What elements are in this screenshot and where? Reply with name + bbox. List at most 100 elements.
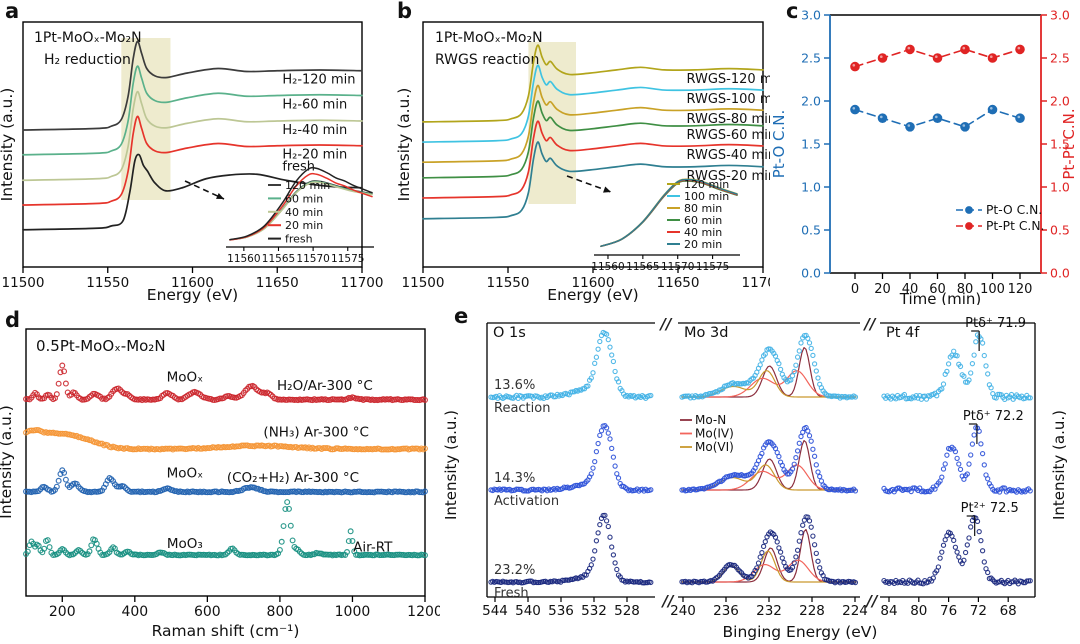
x-tick-label: 536 [548, 603, 574, 619]
scatter-point [603, 425, 610, 431]
scatter-point [280, 523, 287, 530]
scatter-point [333, 396, 340, 403]
scatter-point [287, 396, 294, 403]
x-tick-label: 600 [194, 604, 221, 620]
scatter-point [289, 537, 296, 544]
scatter-point [793, 454, 799, 461]
scatter-point [810, 352, 816, 359]
data-point-highlight [1017, 115, 1021, 119]
spectrum-curve [22, 40, 363, 131]
data-point-highlight [907, 46, 911, 50]
legend-label: 120 min [684, 178, 729, 191]
column-title: O 1s [493, 325, 526, 341]
scatter-point [585, 383, 591, 389]
data-point [850, 104, 860, 115]
scatter-point [202, 551, 209, 558]
x-tick-label: 11650 [657, 275, 700, 291]
row-percentage: 23.2% [494, 563, 535, 578]
x-tick-label: 11550 [487, 275, 530, 291]
panel-letter: c [786, 0, 798, 23]
scatter-point [648, 579, 654, 586]
spectrum-curve [22, 65, 363, 156]
scatter-point [115, 483, 122, 490]
x-tick-label: 532 [581, 603, 607, 619]
scatter-point [939, 474, 945, 480]
scatter-point [968, 452, 974, 458]
scatter-point [592, 548, 598, 554]
y-axis-label-left: Pt-O C.N. [770, 110, 788, 179]
scatter-point [805, 335, 811, 342]
scatter-point [238, 442, 245, 449]
y-tick-label-left: 2.0 [801, 94, 821, 109]
inset-tick-label: 11570 [661, 261, 694, 273]
scatter-point [387, 552, 394, 559]
scatter-point [52, 430, 58, 437]
scatter-point [62, 380, 69, 387]
scatter-point [391, 488, 398, 495]
scatter-point [988, 385, 994, 391]
scatter-point [595, 440, 601, 447]
scatter-point [378, 446, 385, 453]
data-point [905, 122, 915, 132]
panel-c-coordination-numbers: 0.0 0.0 0.5 0.5 1.0 1.0 1.5 1.5 2.0 2.0 2.5 2.5 3.0 3… [770, 0, 1078, 305]
row-percentage: 13.6% [494, 378, 535, 393]
scatter-point [286, 505, 292, 512]
scatter-point [233, 443, 240, 450]
x-tick-label: 11600 [572, 275, 615, 291]
y-tick-label-left: 0.0 [801, 266, 821, 281]
legend-label: fresh [285, 233, 313, 246]
scatter-point [393, 551, 399, 558]
scatter-point [779, 462, 785, 469]
scatter-point [954, 549, 960, 555]
y-tick-label-right: 2.5 [1050, 51, 1070, 66]
scatter-point [796, 538, 802, 544]
axis-break-mark: // [863, 315, 877, 333]
fit-legend-label: Mo(VI) [695, 440, 734, 454]
scatter-point [1027, 488, 1033, 494]
scatter-point [757, 554, 763, 560]
data-point-highlight [990, 55, 993, 58]
scatter-point [55, 477, 62, 484]
inset-tick-label: 11575 [331, 253, 364, 265]
peak-annotation: Pt²⁺ 72.5 [961, 501, 1019, 516]
scatter-point [951, 348, 957, 354]
row-name: Activation [494, 494, 559, 509]
curve-label: RWGS-120 min [687, 72, 771, 87]
scatter-point [524, 488, 530, 494]
scatter-point [612, 368, 618, 375]
scatter-point [806, 518, 813, 524]
x-tick-label: 80 [957, 282, 974, 297]
scatter-point [754, 565, 760, 571]
plot-frame [25, 328, 426, 597]
inset-tick-label: 11575 [696, 261, 729, 273]
y-tick-label-right: 0.0 [1050, 266, 1070, 281]
scatter-point [46, 544, 53, 551]
y-tick-label-left: 1.0 [801, 180, 821, 195]
scatter-point [311, 488, 318, 495]
y-tick-label-right: 0.5 [1050, 223, 1070, 238]
x-tick-label: 1000 [335, 604, 371, 620]
phase-label: MoOₓ [167, 466, 204, 482]
scatter-point [772, 353, 779, 359]
scatter-point [411, 396, 418, 403]
legend-label: 60 min [684, 214, 722, 227]
scatter-point [791, 560, 797, 566]
scatter-point [954, 353, 960, 359]
scatter-point [324, 397, 331, 404]
scatter-point [597, 522, 603, 528]
scatter-point [607, 436, 613, 442]
scatter-point [979, 548, 986, 554]
scatter-point [961, 373, 967, 379]
y-tick-label-right: 3.0 [1050, 8, 1070, 23]
y-tick-label-left: 2.5 [801, 51, 821, 66]
scatter-point [954, 455, 960, 462]
peak-annotation: Ptδ⁺ 72.2 [963, 409, 1024, 424]
scatter-point [61, 368, 68, 375]
scatter-point [777, 549, 784, 555]
data-point-highlight [962, 46, 966, 50]
scatter-point [37, 395, 44, 402]
scatter-point [276, 547, 283, 553]
x-axis-label: Time (min) [899, 290, 981, 305]
scatter-point [615, 475, 622, 481]
spectrum-curve [422, 100, 764, 179]
